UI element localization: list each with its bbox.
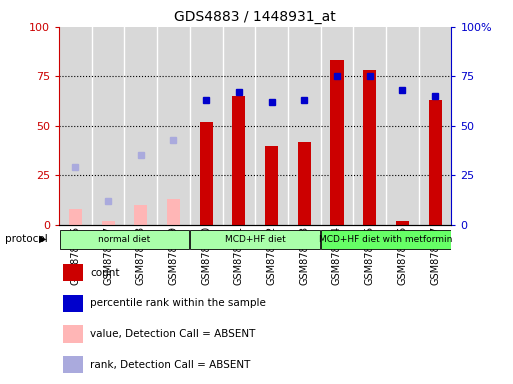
Bar [102, 221, 114, 225]
Bar [134, 205, 147, 225]
Text: MCD+HF diet: MCD+HF diet [225, 235, 286, 243]
Bar [428, 100, 442, 225]
Bar [232, 96, 245, 225]
Bar [63, 295, 83, 312]
Bar [298, 142, 311, 225]
Bar [92, 27, 124, 225]
Bar [321, 27, 353, 225]
Bar [330, 61, 344, 225]
Title: GDS4883 / 1448931_at: GDS4883 / 1448931_at [174, 10, 336, 25]
Bar [419, 27, 451, 225]
Bar [157, 27, 190, 225]
Text: ▶: ▶ [38, 234, 46, 244]
Bar [363, 70, 376, 225]
Bar [223, 27, 255, 225]
Text: count: count [90, 268, 120, 278]
Text: protocol: protocol [5, 234, 48, 244]
Bar [63, 264, 83, 281]
Bar [255, 27, 288, 225]
Text: percentile rank within the sample: percentile rank within the sample [90, 298, 266, 308]
Bar [63, 356, 83, 373]
Bar [321, 230, 451, 248]
Bar [265, 146, 278, 225]
Bar [60, 230, 189, 248]
Text: normal diet: normal diet [98, 235, 150, 243]
Text: rank, Detection Call = ABSENT: rank, Detection Call = ABSENT [90, 360, 251, 370]
Bar [386, 27, 419, 225]
Bar [190, 230, 320, 248]
Bar [124, 27, 157, 225]
Text: MCD+HF diet with metformin: MCD+HF diet with metformin [320, 235, 452, 243]
Bar [190, 27, 223, 225]
Bar [200, 122, 213, 225]
Bar [63, 326, 83, 343]
Bar [396, 221, 409, 225]
Bar [353, 27, 386, 225]
Bar [288, 27, 321, 225]
Bar [69, 209, 82, 225]
Bar [59, 27, 92, 225]
Text: value, Detection Call = ABSENT: value, Detection Call = ABSENT [90, 329, 256, 339]
Bar [167, 199, 180, 225]
